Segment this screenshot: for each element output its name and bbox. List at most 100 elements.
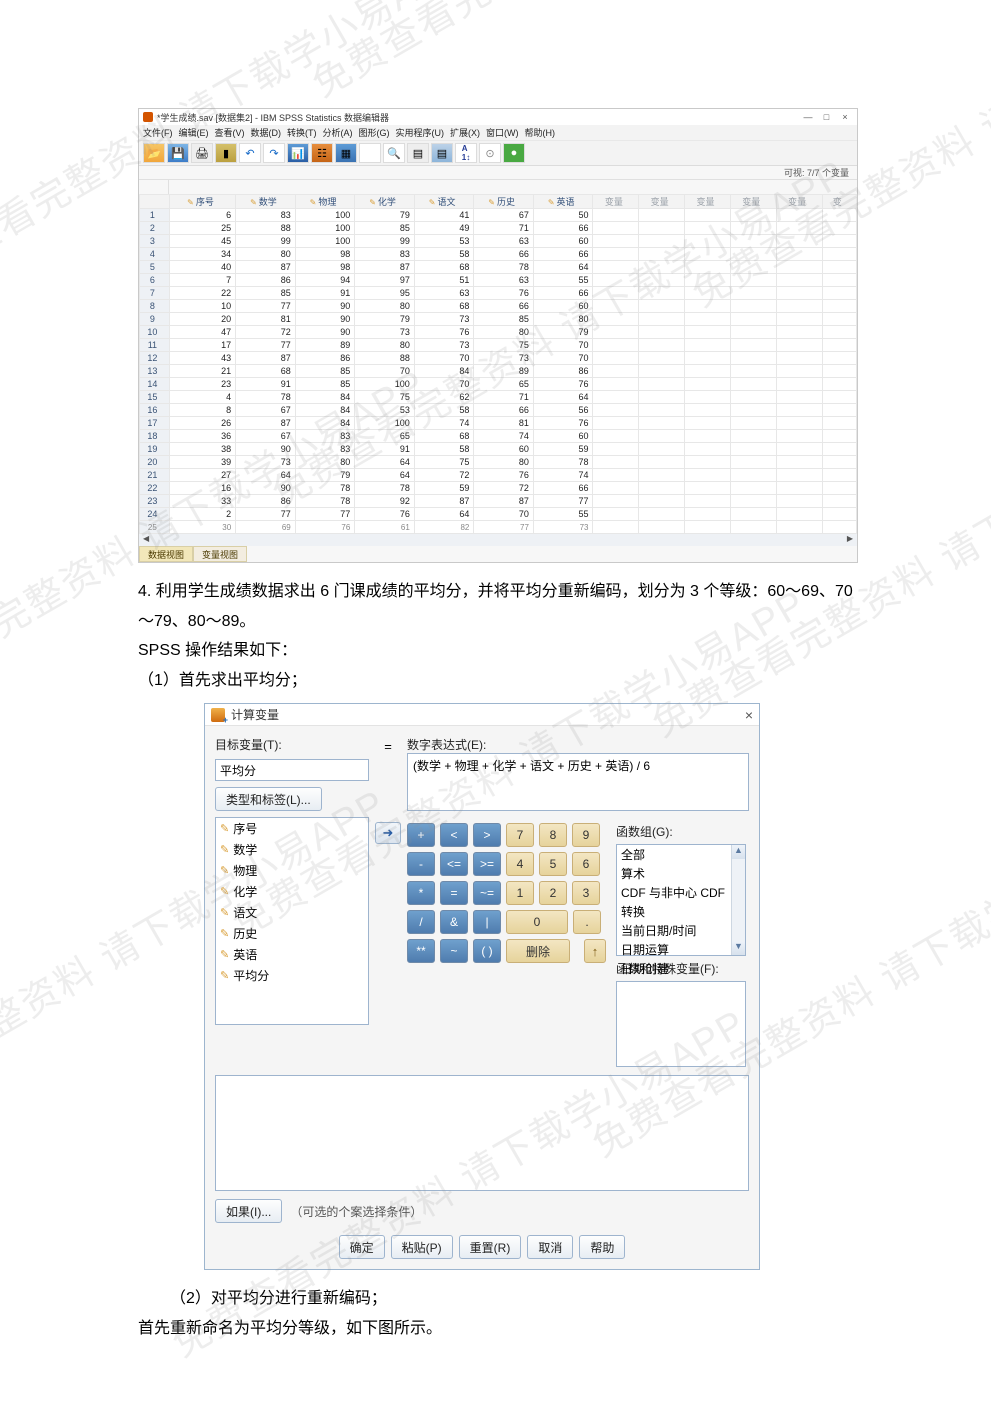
col-empty[interactable]: 变量 <box>593 195 639 209</box>
func-group-item[interactable]: 当前日期/时间 <box>617 921 745 940</box>
filter-icon[interactable]: ▤ <box>407 143 429 163</box>
table-row[interactable]: 2216907878597266 <box>140 482 857 495</box>
menu-item[interactable]: 图形(G) <box>359 126 390 139</box>
table-row[interactable]: 17268784100748176 <box>140 417 857 430</box>
table-row[interactable]: 1836678365687460 <box>140 430 857 443</box>
type-label-button[interactable]: 类型和标签(L)... <box>215 787 322 811</box>
menu-item[interactable]: 帮助(H) <box>525 126 556 139</box>
func-special-list[interactable] <box>616 981 746 1067</box>
col-物理[interactable]: ✎物理 <box>295 195 355 209</box>
grid-icon[interactable]: ▦ <box>335 143 357 163</box>
table-row[interactable]: 722859195637666 <box>140 287 857 300</box>
cancel-button[interactable]: 取消 <box>527 1235 573 1259</box>
menu-item[interactable]: 数据(D) <box>251 126 282 139</box>
menu-item[interactable]: 实用程序(U) <box>396 126 445 139</box>
menu-item[interactable]: 窗口(W) <box>486 126 519 139</box>
table-row[interactable]: 1321688570848986 <box>140 365 857 378</box>
hscroll[interactable]: ◀▶ <box>139 534 857 546</box>
table-row[interactable]: 1117778980737570 <box>140 339 857 352</box>
table-row[interactable]: 2127647964727674 <box>140 469 857 482</box>
var-item[interactable]: ✎序号 <box>216 818 368 839</box>
variable-list[interactable]: ✎序号✎数学✎物理✎化学✎语文✎历史✎英语✎平均分 <box>215 817 369 1025</box>
insert-func-button[interactable]: ↑ <box>584 939 606 963</box>
menu-item[interactable]: 文件(F) <box>143 126 173 139</box>
var-item[interactable]: ✎历史 <box>216 923 368 944</box>
col-数学[interactable]: ✎数学 <box>236 195 296 209</box>
keypad-btn[interactable]: > <box>473 823 501 847</box>
col-语文[interactable]: ✎语文 <box>414 195 474 209</box>
keypad-btn[interactable]: / <box>407 910 435 934</box>
menu-item[interactable]: 分析(A) <box>323 126 353 139</box>
col-empty[interactable]: 变量 <box>685 195 731 209</box>
delete-button[interactable]: 删除 <box>506 939 570 963</box>
tab-data-view[interactable]: 数据视图 <box>139 546 193 562</box>
keypad-btn[interactable]: = <box>440 881 468 905</box>
target-var-input[interactable] <box>215 759 369 781</box>
keypad-btn[interactable]: 9 <box>572 823 600 847</box>
func-group-item[interactable]: 转换 <box>617 902 745 921</box>
spss-toolbar[interactable]: 📂 💾 🖨 ▮ ↶ ↷ 📊 ☷ ▦ 🔍 ▤ ▤ A1↕ ⊙ ● <box>139 140 857 166</box>
keypad-btn[interactable]: 0 <box>506 910 568 934</box>
help-button[interactable]: 帮助 <box>579 1235 625 1259</box>
save-icon[interactable]: 💾 <box>167 143 189 163</box>
undo-icon[interactable]: ↶ <box>239 143 261 163</box>
keypad-btn[interactable]: * <box>407 881 435 905</box>
table-row[interactable]: 168310079416750 <box>140 209 857 222</box>
keypad-btn[interactable]: ~ <box>440 939 468 963</box>
table-row[interactable]: 434809883586666 <box>140 248 857 261</box>
keypad-btn[interactable]: 6 <box>572 852 600 876</box>
table-row[interactable]: 168678453586656 <box>140 404 857 417</box>
keypad-btn[interactable]: | <box>473 910 501 934</box>
view-tabs[interactable]: 数据视图 变量视图 <box>139 546 857 562</box>
menu-item[interactable]: 转换(T) <box>287 126 317 139</box>
col-empty[interactable]: 变量 <box>776 195 822 209</box>
col-empty[interactable]: 变 <box>822 195 856 209</box>
keypad-btn[interactable]: ** <box>407 939 435 963</box>
tab-variable-view[interactable]: 变量视图 <box>193 546 247 562</box>
reset-button[interactable]: 重置(R) <box>459 1235 522 1259</box>
keypad-btn[interactable]: 4 <box>506 852 534 876</box>
print-icon[interactable]: 🖨 <box>191 143 213 163</box>
keypad-btn[interactable]: - <box>407 852 435 876</box>
table-row[interactable]: 810779080686660 <box>140 300 857 313</box>
weight-icon[interactable]: ⊙ <box>479 143 501 163</box>
cases-icon[interactable]: ▤ <box>431 143 453 163</box>
col-化学[interactable]: ✎化学 <box>355 195 415 209</box>
close-icon[interactable]: × <box>745 707 753 723</box>
col-序号[interactable]: ✎序号 <box>169 195 235 209</box>
table-row[interactable]: 2530697661827773 <box>140 521 857 534</box>
keypad-btn[interactable]: ~= <box>473 881 501 905</box>
col-empty[interactable]: 变量 <box>730 195 776 209</box>
table-row[interactable]: 1938908391586059 <box>140 443 857 456</box>
keypad-btn[interactable]: < <box>440 823 468 847</box>
spss-menubar[interactable]: 文件(F)编辑(E)查看(V)数据(D)转换(T)分析(A)图形(G)实用程序(… <box>139 125 857 140</box>
menu-item[interactable]: 查看(V) <box>215 126 245 139</box>
keypad-btn[interactable]: 8 <box>539 823 567 847</box>
table-row[interactable]: 1243878688707370 <box>140 352 857 365</box>
keypad-btn[interactable]: ( ) <box>473 939 501 963</box>
chart-icon[interactable]: 📊 <box>287 143 309 163</box>
table-row[interactable]: 2039738064758078 <box>140 456 857 469</box>
col-历史[interactable]: ✎历史 <box>474 195 534 209</box>
redo-icon[interactable]: ↷ <box>263 143 285 163</box>
var-item[interactable]: ✎语文 <box>216 902 368 923</box>
func-group-item[interactable]: CDF 与非中心 CDF <box>617 883 745 902</box>
table-row[interactable]: 14239185100706576 <box>140 378 857 391</box>
keypad-btn[interactable]: . <box>573 910 601 934</box>
var-item[interactable]: ✎平均分 <box>216 965 368 986</box>
expression-input[interactable]: (数学 + 物理 + 化学 + 语文 + 历史 + 英语) / 6 <box>407 753 749 811</box>
table-row[interactable]: 154788475627164 <box>140 391 857 404</box>
keypad-btn[interactable]: 3 <box>572 881 600 905</box>
keypad-btn[interactable]: 1 <box>506 881 534 905</box>
keypad-btn[interactable]: 2 <box>539 881 567 905</box>
table-row[interactable]: 1047729073768079 <box>140 326 857 339</box>
keypad-btn[interactable]: <= <box>440 852 468 876</box>
var-item[interactable]: ✎化学 <box>216 881 368 902</box>
func-group-item[interactable]: 全部 <box>617 845 745 864</box>
col-英语[interactable]: ✎英语 <box>533 195 593 209</box>
scrollbar[interactable]: ▲▼ <box>731 845 745 955</box>
calculator-keypad[interactable]: +<>789-<=>=456*=~=123/&|0.**~( )删除↑ <box>407 823 606 1067</box>
var-item[interactable]: ✎物理 <box>216 860 368 881</box>
var-item[interactable]: ✎数学 <box>216 839 368 860</box>
table-row[interactable]: 3459910099536360 <box>140 235 857 248</box>
